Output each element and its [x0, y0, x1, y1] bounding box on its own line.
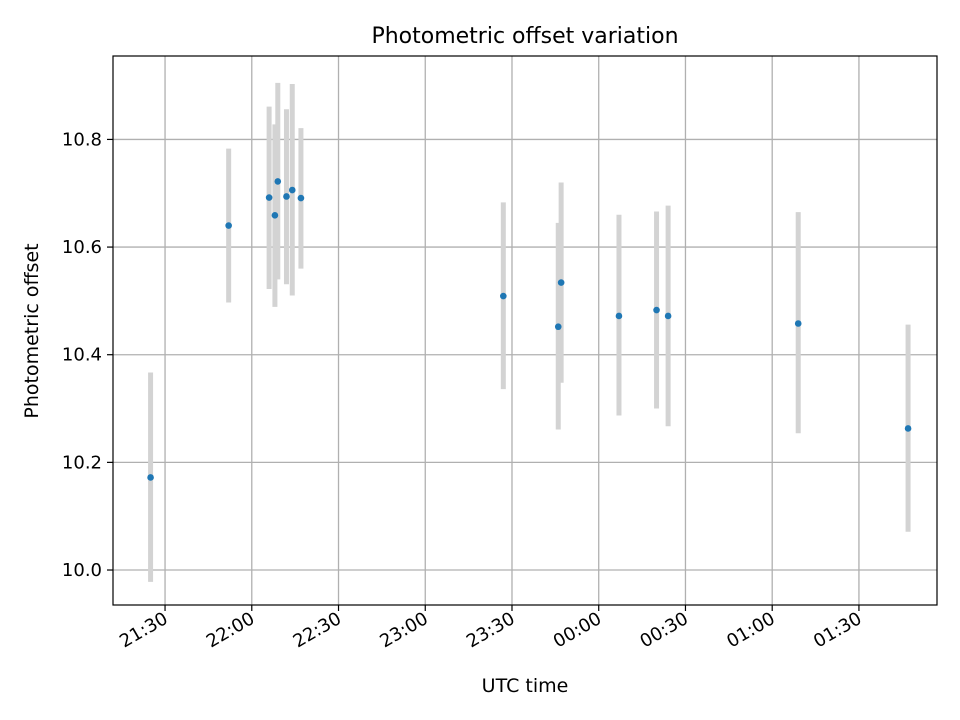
data-point	[794, 320, 802, 327]
data-point	[904, 425, 912, 432]
y-tick-label: 10.6	[62, 237, 102, 258]
data-point	[271, 212, 279, 219]
x-axis-label: UTC time	[482, 675, 569, 697]
data-point	[653, 306, 660, 314]
data-point	[225, 222, 232, 229]
y-axis-label: Photometric offset	[21, 243, 43, 418]
data-point	[615, 312, 623, 320]
y-tick-label: 10.8	[62, 129, 102, 150]
data-point	[147, 474, 154, 481]
data-point	[500, 292, 507, 300]
y-tick-label: 10.0	[62, 560, 102, 581]
data-point	[283, 193, 290, 200]
data-point	[664, 312, 672, 320]
data-points	[147, 178, 912, 481]
data-point	[288, 186, 296, 194]
data-point	[274, 178, 282, 185]
y-tick-label: 10.4	[62, 345, 102, 366]
chart-title: Photometric offset variation	[371, 24, 678, 49]
data-point	[265, 194, 273, 201]
data-point	[297, 194, 305, 202]
data-point	[557, 279, 565, 286]
plot-frame	[112, 55, 938, 606]
data-point	[554, 323, 562, 331]
y-tick-label: 10.2	[62, 452, 102, 473]
